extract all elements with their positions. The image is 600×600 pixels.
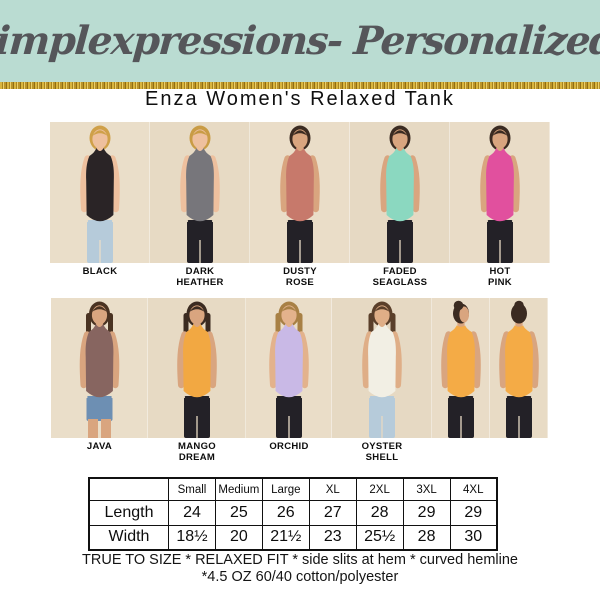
model-figure-hot-pink — [480, 125, 520, 263]
brand-header: Simplexpressions- Personalized! — [0, 0, 600, 82]
product-photo-orchid: ORCHID — [246, 298, 332, 453]
size-table-head: Small Medium Large XL 2XL 3XL 4XL — [88, 477, 498, 501]
model-figure-back-view-gold — [499, 300, 539, 438]
size-table: Small Medium Large XL 2XL 3XL 4XL Length 24 25 26… — [88, 477, 498, 551]
size-value-cell: 27 — [308, 500, 357, 526]
fit-note: TRUE TO SIZE * RELAXED FIT * side slits … — [82, 552, 518, 568]
model-photo-faded-seaglass — [350, 122, 450, 263]
size-row-label: Length — [88, 500, 169, 526]
color-label-dusty-rose: DUSTY ROSE — [283, 266, 317, 288]
product-photo-hot-pink: HOT PINK — [450, 122, 550, 288]
size-row-label: Width — [88, 524, 169, 551]
size-value-cell: 23 — [308, 524, 357, 551]
size-column-header: XL — [308, 477, 357, 501]
color-label-dark-heather: DARK HEATHER — [176, 266, 224, 288]
size-value-cell: 28 — [355, 500, 404, 526]
model-figure-side-view-gold — [441, 300, 481, 438]
model-photo-back-view-gold — [490, 298, 548, 438]
color-label-hot-pink: HOT PINK — [488, 266, 512, 288]
model-figure-faded-seaglass — [380, 125, 420, 263]
size-row-length: Length 24 25 26 27 28 29 29 — [88, 500, 498, 526]
model-photo-orchid — [246, 298, 332, 438]
size-value-cell: 28 — [402, 524, 451, 551]
model-figure-oyster-shell — [362, 301, 402, 438]
model-figure-orchid — [269, 301, 309, 438]
brand-name: Simplexpressions- Personalized! — [0, 18, 600, 64]
size-value-cell: 20 — [214, 524, 263, 551]
model-photo-black — [50, 122, 150, 263]
product-photo-dark-heather: DARK HEATHER — [150, 122, 250, 288]
product-photo-black: BLACK — [50, 122, 150, 278]
product-photo-mango-dream: MANGO DREAM — [148, 298, 246, 463]
product-photo-java: JAVA — [51, 298, 148, 453]
size-column-header: Medium — [214, 477, 263, 501]
model-figure-java — [79, 301, 120, 438]
model-figure-dark-heather — [180, 125, 220, 263]
size-column-header: Small — [168, 477, 216, 501]
product-photo-oyster-shell: OYSTER SHELL — [332, 298, 432, 463]
size-column-header — [88, 477, 169, 501]
size-column-header: 2XL — [355, 477, 404, 501]
color-label-faded-seaglass: FADED SEAGLASS — [372, 266, 428, 288]
size-column-header: Large — [261, 477, 310, 501]
color-label-oyster-shell: OYSTER SHELL — [361, 441, 403, 463]
product-photo-back-view-gold — [490, 298, 548, 438]
size-table-body: Length 24 25 26 27 28 29 29 Width 18½ 20 21½ 23 25½ 28… — [88, 500, 498, 551]
size-value-cell: 25½ — [355, 524, 404, 551]
size-value-cell: 21½ — [261, 524, 310, 551]
size-value-cell: 26 — [261, 500, 310, 526]
product-photo-dusty-rose: DUSTY ROSE — [250, 122, 350, 288]
size-row-width: Width 18½ 20 21½ 23 25½ 28 30 — [88, 524, 498, 551]
product-photo-side-view-gold — [432, 298, 490, 438]
size-value-cell: 29 — [402, 500, 451, 526]
glitter-divider — [0, 82, 600, 89]
size-value-cell: 18½ — [168, 524, 216, 551]
color-label-orchid: ORCHID — [269, 441, 309, 452]
size-column-header: 4XL — [449, 477, 498, 501]
model-figure-mango-dream — [177, 301, 217, 438]
size-value-cell: 25 — [214, 500, 263, 526]
product-row-2: JAVA MANGO DREAM ORCHID OYSTER SHELL — [51, 298, 548, 463]
model-figure-dusty-rose — [280, 125, 320, 263]
product-row-1: BLACK DARK HEATHER DUSTY ROSE FADED SEAGLASS HO… — [50, 122, 550, 288]
size-value-cell: 29 — [449, 500, 498, 526]
size-column-header: 3XL — [402, 477, 451, 501]
size-value-cell: 24 — [168, 500, 216, 526]
color-label-mango-dream: MANGO DREAM — [178, 441, 216, 463]
size-value-cell: 30 — [449, 524, 498, 551]
fabric-note: *4.5 OZ 60/40 cotton/polyester — [201, 569, 399, 585]
model-photo-hot-pink — [450, 122, 550, 263]
product-photo-faded-seaglass: FADED SEAGLASS — [350, 122, 450, 288]
model-photo-oyster-shell — [332, 298, 432, 438]
model-photo-dark-heather — [150, 122, 250, 263]
model-figure-black — [80, 125, 120, 263]
model-photo-side-view-gold — [432, 298, 490, 438]
page-title: Enza Women's Relaxed Tank — [145, 88, 455, 110]
model-photo-java — [51, 298, 148, 438]
model-photo-dusty-rose — [250, 122, 350, 263]
color-label-black: BLACK — [82, 266, 118, 277]
model-photo-mango-dream — [148, 298, 246, 438]
color-label-java: JAVA — [86, 441, 113, 452]
